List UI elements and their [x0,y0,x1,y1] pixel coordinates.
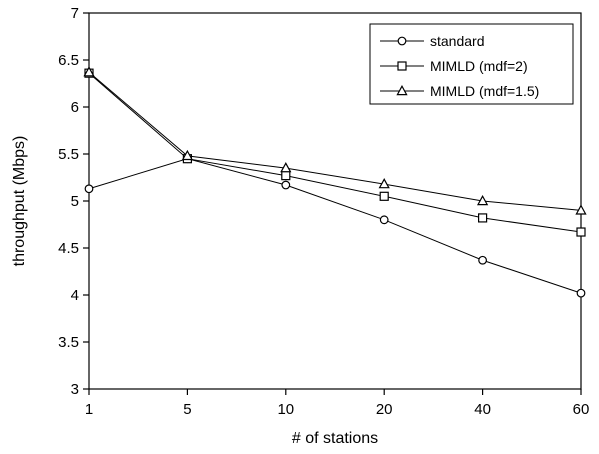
data-point [478,255,488,265]
legend-marker [397,61,407,71]
series-triangle [83,66,587,215]
y-tick-label: 3.5 [58,334,79,351]
series-group [83,66,587,298]
legend-marker [396,84,408,96]
series-line [88,71,582,211]
legend-entry: standard [380,33,484,49]
data-point [281,171,291,181]
series-line [88,158,582,294]
y-tick-label: 6 [71,99,79,116]
y-tick-label: 7 [71,5,79,22]
y-tick-label: 3 [71,381,79,398]
legend-entry: MIMLD (mdf=2) [380,58,528,74]
legend-label: MIMLD (mdf=2) [430,58,528,74]
data-point [378,178,390,189]
x-tick-label: 5 [183,401,191,418]
data-point [379,191,389,201]
data-point [476,194,489,206]
data-point [280,162,292,173]
y-axis-ticks: 3 3.5 4 4.5 5 5.5 6 6.5 7 [58,5,89,398]
series-line [88,72,582,233]
legend-label: MIMLD (mdf=1.5) [430,83,539,99]
x-tick-label: 10 [277,401,294,418]
y-axis-label: throughput (Mbps) [11,136,28,267]
data-point [575,204,587,215]
x-axis-ticks: 1 5 10 20 40 60 [85,389,590,418]
data-point [84,184,94,194]
y-tick-label: 5 [71,193,79,210]
x-axis-label: # of stations [292,430,378,447]
x-tick-label: 1 [85,401,93,418]
y-tick-label: 6.5 [58,52,79,69]
y-tick-label: 4.5 [58,240,79,257]
data-point [83,66,95,77]
data-point [576,227,586,237]
y-tick-label: 5.5 [58,146,79,163]
x-tick-label: 40 [474,401,491,418]
data-point [281,180,291,190]
y-tick-label: 4 [71,287,79,304]
x-tick-label: 20 [376,401,393,418]
data-point [379,215,389,225]
legend-label: standard [430,33,484,49]
legend: standard MIMLD (mdf=2) MIMLD (mdf=1.5) [369,23,574,105]
data-point [181,149,194,161]
data-point [576,288,586,298]
legend-marker [397,36,407,46]
legend-entry: MIMLD (mdf=1.5) [380,83,539,99]
x-tick-label: 60 [573,401,590,418]
data-point [478,213,488,223]
